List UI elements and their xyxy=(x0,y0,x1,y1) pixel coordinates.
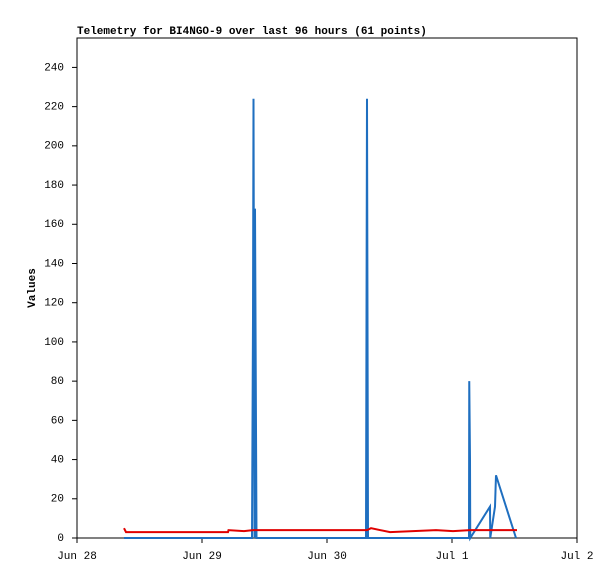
x-tick-label: Jun 30 xyxy=(307,551,347,563)
series-line xyxy=(124,98,517,542)
y-tick-label: 200 xyxy=(44,141,64,153)
y-tick-label: 220 xyxy=(44,102,64,114)
x-tick-label: Jul 1 xyxy=(435,551,468,563)
y-tick-label: 20 xyxy=(51,494,64,506)
chart-title: Telemetry for BI4NGO-9 over last 96 hour… xyxy=(77,26,427,38)
x-tick-label: Jun 29 xyxy=(182,551,222,563)
series-line xyxy=(123,527,517,534)
y-tick-label: 80 xyxy=(51,376,64,388)
y-tick-label: 140 xyxy=(44,258,64,270)
y-tick-label: 240 xyxy=(44,62,64,74)
y-tick-label: 180 xyxy=(44,180,64,192)
y-axis-label: Values xyxy=(27,268,39,308)
plot-frame xyxy=(76,37,578,539)
x-tick-label: Jul 2 xyxy=(560,551,593,563)
y-tick-label: 60 xyxy=(51,415,64,427)
y-tick-label: 40 xyxy=(51,454,64,466)
y-tick-label: 0 xyxy=(57,533,64,545)
y-tick-label: 160 xyxy=(44,219,64,231)
y-tick-label: 100 xyxy=(44,337,64,349)
y-tick-label: 120 xyxy=(44,298,64,310)
x-tick-label: Jun 28 xyxy=(57,551,97,563)
